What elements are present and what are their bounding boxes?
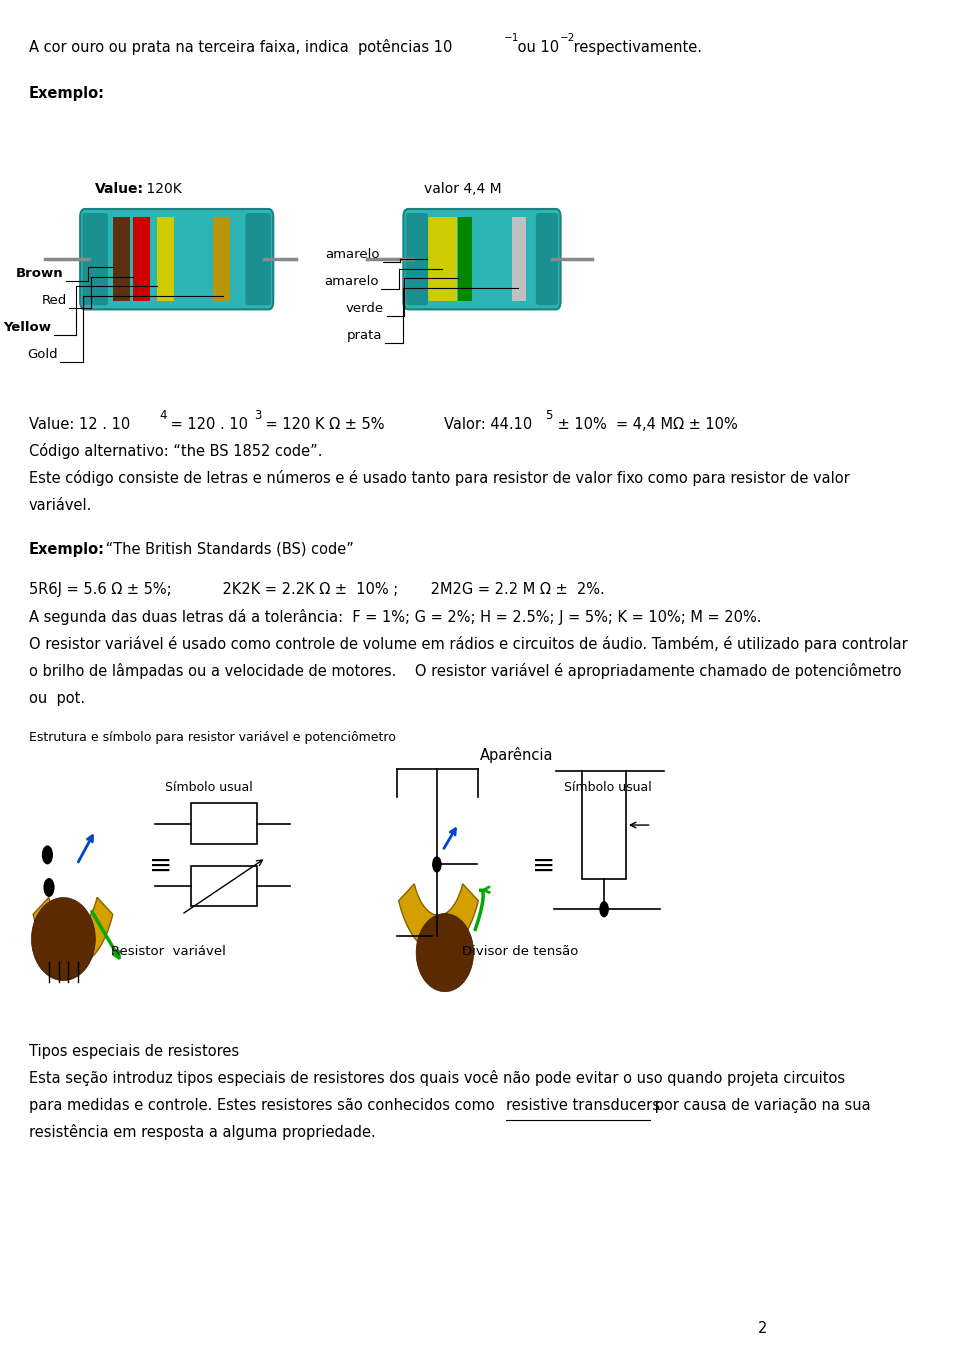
FancyBboxPatch shape (406, 213, 428, 305)
Bar (113, 217, 131, 301)
Text: Yellow: Yellow (4, 322, 52, 334)
Bar (427, 217, 442, 301)
Text: −2: −2 (560, 33, 575, 42)
Text: ± 10%  = 4,4 MΩ ± 10%: ± 10% = 4,4 MΩ ± 10% (553, 417, 737, 432)
Text: Valor: 44.10: Valor: 44.10 (444, 417, 532, 432)
Text: 120K: 120K (141, 182, 181, 195)
Circle shape (43, 878, 55, 897)
Text: 4: 4 (159, 410, 167, 422)
Text: variável.: variável. (29, 498, 92, 513)
Bar (212, 217, 230, 301)
Text: Código alternativo: “the BS 1852 code”.: Código alternativo: “the BS 1852 code”. (29, 442, 323, 459)
Text: −1: −1 (504, 33, 519, 42)
FancyBboxPatch shape (80, 209, 274, 309)
Text: “The British Standards (BS) code”: “The British Standards (BS) code” (101, 541, 354, 556)
FancyBboxPatch shape (403, 209, 561, 309)
Text: Resistor  variável: Resistor variável (111, 946, 227, 958)
Text: Aparência: Aparência (480, 746, 554, 763)
Bar (458, 217, 472, 301)
Circle shape (599, 901, 609, 917)
Text: Tipos especiais de resistores: Tipos especiais de resistores (29, 1044, 239, 1058)
Bar (156, 217, 175, 301)
Text: amarelo: amarelo (325, 248, 380, 261)
Text: = 120 K Ω ± 5%: = 120 K Ω ± 5% (261, 417, 385, 432)
Bar (443, 217, 457, 301)
Text: amarelo: amarelo (324, 275, 378, 288)
Text: por causa de variação na sua: por causa de variação na sua (650, 1098, 871, 1113)
Bar (512, 217, 526, 301)
Text: resistive transducers: resistive transducers (506, 1098, 660, 1113)
Text: Exemplo:: Exemplo: (29, 541, 105, 556)
Text: ou  pot.: ou pot. (29, 691, 85, 706)
Circle shape (432, 928, 442, 944)
Text: 3: 3 (254, 410, 261, 422)
Text: Esta seção introduz tipos especiais de resistores dos quais você não pode evitar: Esta seção introduz tipos especiais de r… (29, 1069, 845, 1086)
Text: 5R6J = 5.6 Ω ± 5%;           2K2K = 2.2K Ω ±  10% ;       2M2G = 2.2 M Ω ±  2%.: 5R6J = 5.6 Ω ± 5%; 2K2K = 2.2K Ω ± 10% ;… (29, 582, 605, 597)
Text: ≡: ≡ (532, 852, 556, 879)
Text: = 120 . 10: = 120 . 10 (166, 417, 249, 432)
Text: Exemplo:: Exemplo: (29, 85, 105, 100)
Text: o brilho de lâmpadas ou a velocidade de motores.    O resistor variável é apropr: o brilho de lâmpadas ou a velocidade de … (29, 662, 901, 678)
Text: Este código consiste de letras e números e é usado tanto para resistor de valor : Este código consiste de letras e números… (29, 470, 850, 486)
Text: A segunda das duas letras dá a tolerância:  F = 1%; G = 2%; H = 2.5%; J = 5%; K : A segunda das duas letras dá a tolerânci… (29, 608, 761, 624)
Text: ou 10: ou 10 (514, 39, 560, 54)
Text: Símbolo usual: Símbolo usual (564, 782, 652, 794)
Circle shape (42, 845, 53, 864)
Bar (191, 803, 256, 844)
Text: Red: Red (41, 294, 66, 307)
Text: prata: prata (348, 330, 383, 342)
Text: respectivamente.: respectivamente. (569, 39, 703, 54)
Polygon shape (32, 897, 95, 981)
Text: para medidas e controle. Estes resistores são conhecidos como: para medidas e controle. Estes resistore… (29, 1098, 499, 1113)
Text: Gold: Gold (27, 349, 58, 361)
Text: verde: verde (347, 303, 384, 315)
Text: valor 4,4 M: valor 4,4 M (424, 182, 502, 195)
Bar (582, 771, 626, 879)
FancyBboxPatch shape (83, 213, 108, 305)
Text: resistência em resposta a alguma propriedade.: resistência em resposta a alguma proprie… (29, 1124, 375, 1140)
Text: Símbolo usual: Símbolo usual (165, 782, 252, 794)
FancyBboxPatch shape (536, 213, 558, 305)
Text: ≡: ≡ (149, 852, 173, 879)
Bar (191, 866, 256, 906)
Circle shape (432, 856, 442, 873)
Polygon shape (398, 883, 478, 953)
Text: 2: 2 (757, 1320, 767, 1335)
Text: Value: 12 . 10: Value: 12 . 10 (29, 417, 131, 432)
Text: A cor ouro ou prata na terceira faixa, indica  potências 10: A cor ouro ou prata na terceira faixa, i… (29, 38, 452, 54)
Text: Divisor de tensão: Divisor de tensão (462, 946, 578, 958)
Text: 5: 5 (545, 410, 553, 422)
FancyBboxPatch shape (246, 213, 271, 305)
Bar (132, 217, 151, 301)
Text: Value:: Value: (95, 182, 144, 195)
Text: O resistor variável é usado como controle de volume em rádios e circuitos de áud: O resistor variável é usado como control… (29, 635, 908, 651)
Polygon shape (34, 897, 112, 966)
Polygon shape (417, 913, 473, 992)
Text: Estrutura e símbolo para resistor variável e potenciômetro: Estrutura e símbolo para resistor variáv… (29, 731, 396, 744)
Text: Brown: Brown (15, 267, 63, 280)
